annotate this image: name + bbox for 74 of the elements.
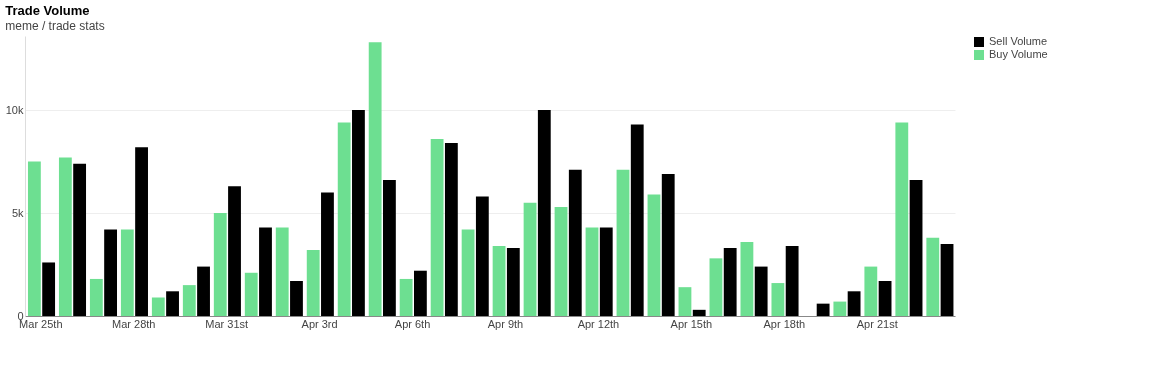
bar (430, 138, 444, 316)
bar (909, 180, 923, 316)
x-tick-label: Apr 15th (670, 317, 713, 330)
x-tick-label: Apr 3rd (301, 317, 338, 330)
bar (58, 157, 72, 316)
bar (940, 243, 954, 316)
x-tick-label: Apr 21st (856, 317, 898, 330)
bar (523, 202, 537, 316)
bar (475, 196, 489, 316)
bar (785, 246, 799, 316)
bar (833, 301, 847, 316)
bar (259, 227, 272, 316)
bar (337, 122, 351, 316)
bar (104, 229, 118, 316)
bar (413, 270, 427, 316)
legend-label: Sell Volume (989, 35, 1048, 47)
bar (864, 266, 878, 316)
bar (585, 227, 599, 316)
bar (723, 248, 737, 316)
bar (506, 248, 520, 316)
bar (461, 229, 475, 316)
bar (554, 206, 568, 316)
x-tick-label: Apr 12th (577, 317, 620, 330)
bar (42, 262, 56, 316)
y-tick-label: 10k (5, 103, 24, 116)
chart-subtitle: meme / trade stats (5, 19, 105, 33)
y-tick-label: 5k (11, 206, 24, 219)
bar (290, 281, 303, 316)
x-tick-label: Apr 9th (487, 317, 524, 330)
x-tick-label: Mar 28th (112, 317, 156, 330)
chart-title: Trade Volume (5, 3, 90, 18)
bar (228, 186, 241, 316)
bar (709, 258, 723, 316)
bar (878, 281, 892, 316)
bar (89, 278, 103, 316)
bar (166, 291, 179, 316)
bar (399, 278, 413, 316)
bar (182, 285, 196, 316)
bar (120, 229, 134, 316)
bar (151, 297, 165, 316)
bar (27, 161, 41, 316)
bar (754, 266, 768, 316)
bar (616, 169, 630, 316)
bar (647, 194, 661, 316)
bar (197, 266, 210, 316)
bar (213, 213, 227, 316)
bar (599, 227, 613, 316)
bar (661, 173, 675, 316)
bar (73, 163, 87, 316)
bar (895, 122, 909, 316)
bar (926, 237, 940, 316)
x-tick-label: Mar 31st (205, 317, 249, 330)
bar (383, 180, 396, 316)
bar (630, 124, 644, 316)
bar (244, 272, 258, 316)
bar (321, 192, 334, 316)
bar (444, 143, 458, 316)
x-tick-label: Apr 6th (394, 317, 431, 330)
bar (368, 42, 382, 316)
bar (678, 287, 692, 316)
bar (275, 227, 289, 316)
bar (692, 309, 706, 316)
bar (740, 241, 754, 316)
legend-label: Buy Volume (989, 48, 1048, 60)
bar (306, 250, 320, 316)
bar (847, 291, 861, 316)
bar (816, 303, 830, 316)
bar (135, 147, 148, 316)
bar (352, 110, 365, 316)
bar (771, 283, 785, 316)
x-tick-label: Apr 18th (763, 317, 806, 330)
bar (537, 110, 551, 316)
bar (568, 169, 582, 316)
bar (492, 246, 506, 316)
